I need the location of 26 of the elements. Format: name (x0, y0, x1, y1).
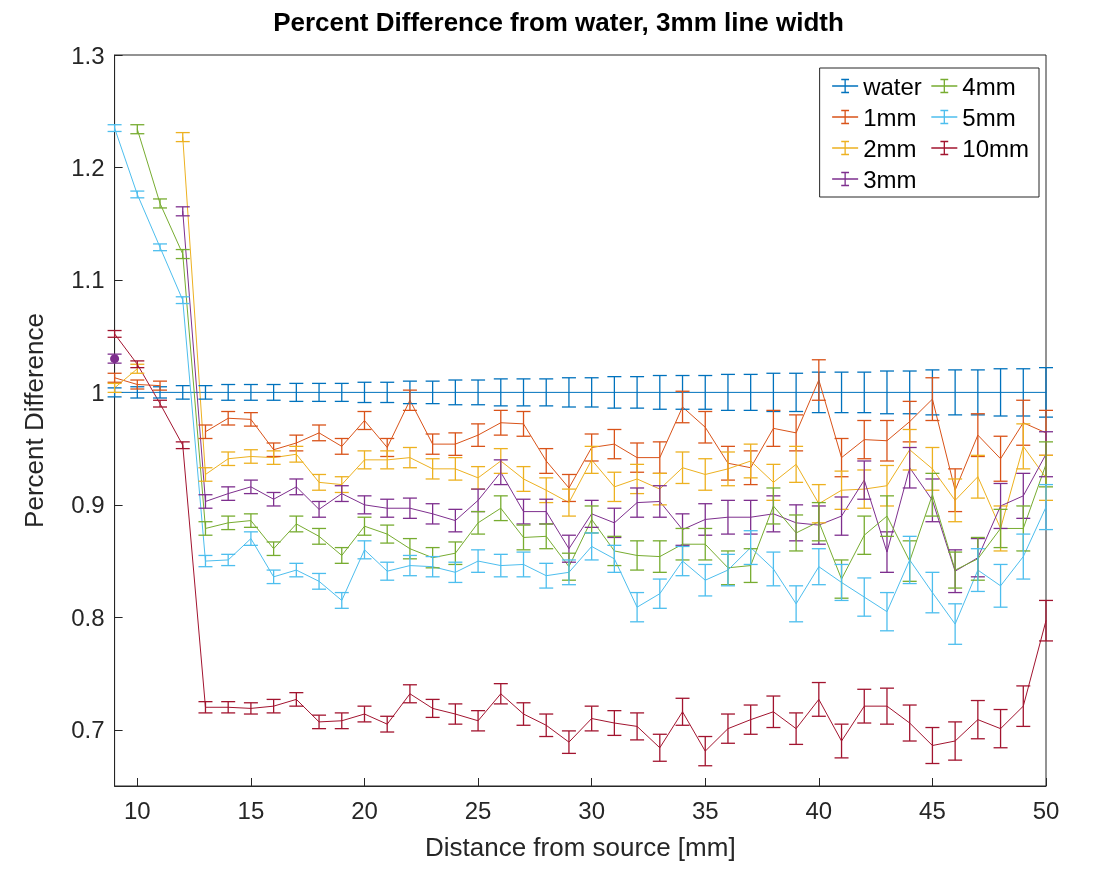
x-tick-label: 10 (123, 796, 151, 824)
legend-label: 3mm (863, 165, 917, 193)
legend-label: 5mm (962, 103, 1016, 131)
x-tick-label: 20 (351, 796, 378, 824)
y-tick-label: 1 (91, 378, 105, 406)
x-tick-label: 50 (1032, 796, 1060, 824)
y-tick-label: 1.3 (71, 41, 105, 69)
y-tick-label: 0.7 (71, 716, 105, 744)
legend-label: 2mm (863, 134, 917, 162)
y-tick-label: 1.1 (71, 266, 105, 294)
legend-label: 1mm (863, 103, 917, 131)
y-axis-title: Percent Difference (18, 313, 49, 528)
x-axis-title: Distance from source [mm] (424, 832, 736, 862)
y-tick-label: 0.8 (71, 603, 105, 631)
x-tick-label: 15 (237, 796, 265, 824)
x-tick-label: 30 (578, 796, 606, 824)
x-tick-label: 40 (805, 796, 833, 824)
chart-title: Percent Difference from water, 3mm line width (273, 7, 844, 37)
legend-label: 10mm (962, 134, 1030, 162)
x-tick-label: 35 (691, 796, 719, 824)
x-tick-label: 25 (464, 796, 492, 824)
x-tick-label: 45 (919, 796, 946, 824)
y-tick-label: 0.9 (71, 491, 105, 519)
legend-label: 4mm (962, 72, 1016, 100)
y-tick-label: 1.2 (71, 153, 105, 181)
legend-label: water (862, 72, 922, 100)
